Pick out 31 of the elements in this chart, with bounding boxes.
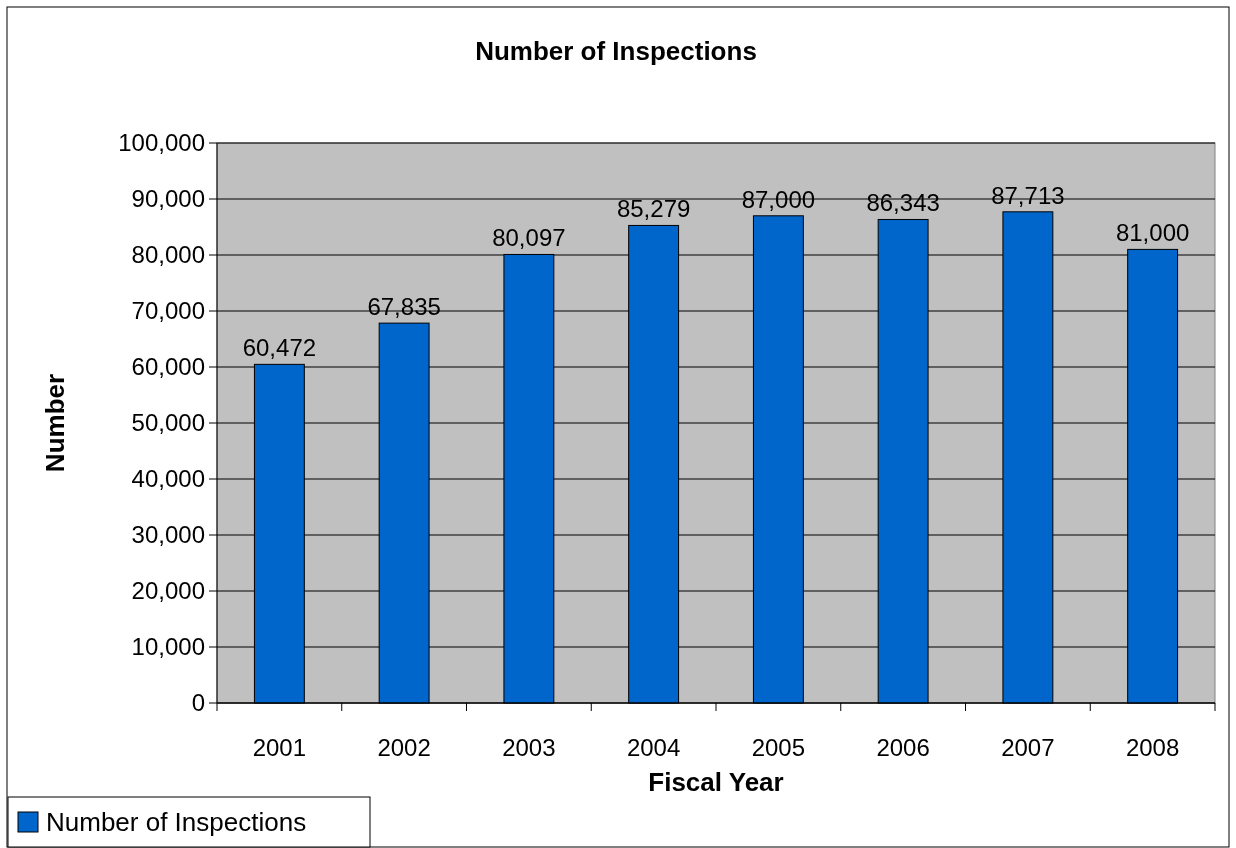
x-tick-label: 2006 — [876, 734, 930, 761]
y-tick-label: 50,000 — [131, 409, 205, 437]
y-tick-label: 90,000 — [131, 185, 205, 213]
chart-title: Number of Inspections — [475, 36, 757, 66]
x-tick-label: 2004 — [626, 734, 681, 761]
data-label: 81,000 — [1115, 219, 1190, 247]
legend-label: Number of Inspections — [46, 807, 307, 838]
y-tick-label: 40,000 — [131, 465, 205, 493]
data-label: 80,097 — [492, 224, 566, 252]
data-label: 87,000 — [741, 185, 816, 213]
x-tick-label: 2007 — [1001, 734, 1055, 761]
data-label: 85,279 — [616, 195, 691, 223]
y-tick-label: 30,000 — [131, 521, 205, 549]
y-tick-label: 60,000 — [131, 353, 205, 381]
data-label: 86,343 — [866, 189, 940, 217]
y-tick-label: 0 — [191, 689, 205, 717]
y-tick-label: 70,000 — [131, 297, 205, 325]
data-label: 60,472 — [242, 334, 317, 362]
y-tick-label: 100,000 — [118, 129, 205, 157]
x-tick-label: 2001 — [252, 734, 307, 761]
data-label: 67,835 — [367, 293, 441, 321]
x-tick-label: 2002 — [377, 734, 431, 761]
x-tick-label: 2003 — [502, 734, 556, 761]
y-tick-label: 10,000 — [131, 633, 205, 661]
x-tick-label: 2008 — [1125, 734, 1180, 761]
y-tick-label: 20,000 — [131, 577, 205, 605]
y-axis-title: Number — [40, 373, 70, 473]
y-tick-label: 80,000 — [131, 241, 205, 269]
x-axis-title: Fiscal Year — [648, 767, 784, 797]
data-label: 87,713 — [991, 181, 1065, 209]
x-tick-label: 2005 — [751, 734, 806, 761]
